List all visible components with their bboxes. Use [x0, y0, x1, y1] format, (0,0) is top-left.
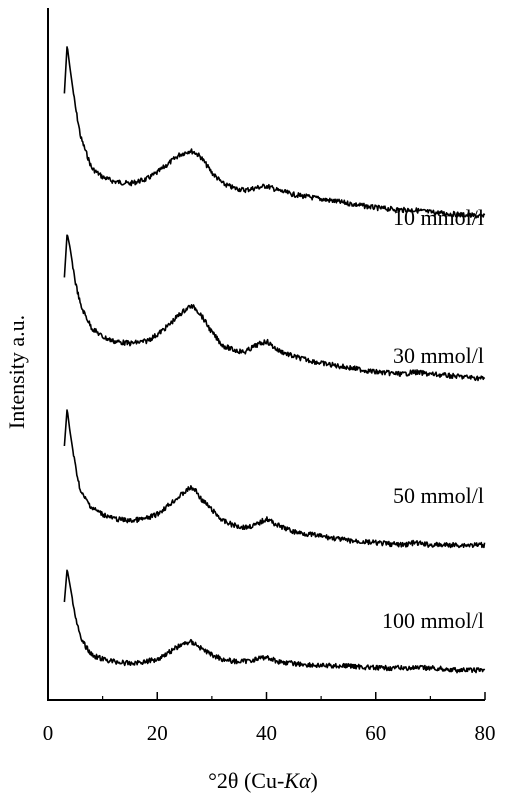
y-axis-title: Intensity a.u.: [4, 315, 29, 429]
series-line: [63, 569, 486, 674]
x-axis-title: °2θ (Cu-Kα): [208, 768, 318, 793]
series-line: [63, 46, 486, 219]
series-label: 30 mmol/l: [393, 343, 484, 368]
series-labels: 10 mmol/l 30 mmol/l 50 mmol/l 100 mmol/l: [382, 205, 484, 633]
x-tick-label: 40: [256, 721, 277, 745]
series-line: [63, 409, 486, 549]
x-tick-label: 60: [365, 721, 386, 745]
x-tick-label: 80: [475, 721, 496, 745]
series-lines: [63, 46, 486, 674]
series-line: [63, 234, 486, 382]
series-label: 50 mmol/l: [393, 483, 484, 508]
x-tick-label: 20: [147, 721, 168, 745]
x-tick-label: 0: [43, 721, 54, 745]
x-axis-ticks: 0 20 40 60 80: [43, 692, 496, 745]
series-label: 10 mmol/l: [393, 205, 484, 230]
series-label: 100 mmol/l: [382, 608, 484, 633]
